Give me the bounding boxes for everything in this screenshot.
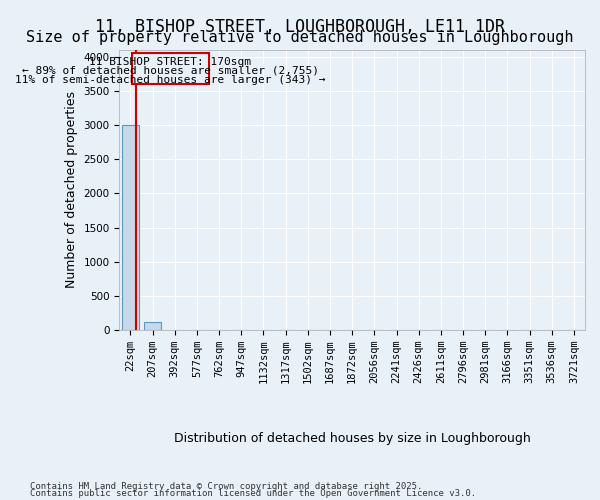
Text: ← 89% of detached houses are smaller (2,755): ← 89% of detached houses are smaller (2,… [22, 66, 319, 76]
Bar [122, 125, 139, 330]
Y-axis label: Number of detached properties: Number of detached properties [65, 92, 78, 288]
Text: 11, BISHOP STREET, LOUGHBOROUGH, LE11 1DR: 11, BISHOP STREET, LOUGHBOROUGH, LE11 1D… [95, 18, 505, 36]
Bar [144, 322, 161, 330]
Text: Contains public sector information licensed under the Open Government Licence v3: Contains public sector information licen… [30, 488, 476, 498]
Text: Contains HM Land Registry data © Crown copyright and database right 2025.: Contains HM Land Registry data © Crown c… [30, 482, 422, 491]
Text: Size of property relative to detached houses in Loughborough: Size of property relative to detached ho… [26, 30, 574, 45]
Text: 11 BISHOP STREET: 170sqm: 11 BISHOP STREET: 170sqm [89, 57, 251, 67]
FancyBboxPatch shape [131, 52, 209, 84]
Text: 11% of semi-detached houses are larger (343) →: 11% of semi-detached houses are larger (… [15, 74, 326, 85]
X-axis label: Distribution of detached houses by size in Loughborough: Distribution of detached houses by size … [174, 432, 530, 445]
